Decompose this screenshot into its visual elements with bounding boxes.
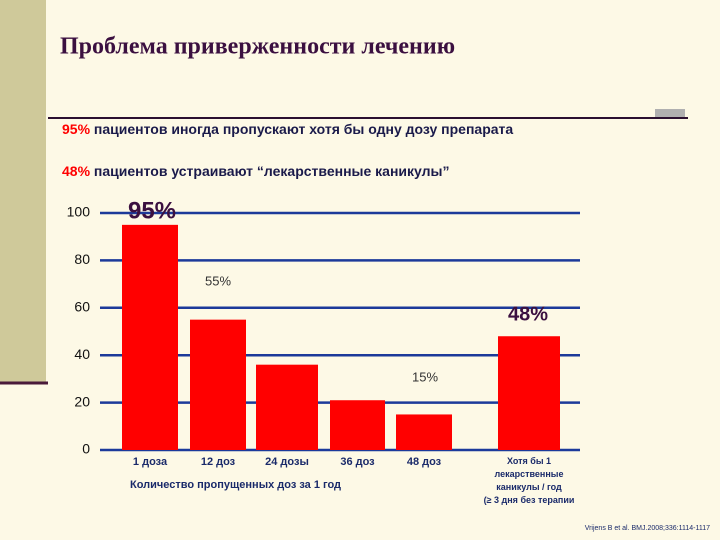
source: Vrijens B et al. BMJ.2008;336:1114-1117 bbox=[585, 525, 710, 532]
bar bbox=[396, 414, 452, 450]
data-label: 55% bbox=[205, 273, 231, 288]
x-tick-label: Хотя бы 1 лекарственные каникулы / год (≥ 3… bbox=[484, 456, 575, 505]
x-tick-label: 48 доз bbox=[407, 456, 442, 468]
x-axis-label: Количество пропущенных доз за 1 год bbox=[130, 479, 341, 491]
title: Проблема приверженности лечению bbox=[60, 34, 455, 60]
data-label: 95% bbox=[128, 197, 176, 224]
y-tick-label: 100 bbox=[67, 204, 91, 220]
y-tick-label: 0 bbox=[82, 441, 90, 457]
note-highlight: 95% bbox=[62, 121, 91, 137]
note: 95% пациентов иногда пропускают хотя бы … bbox=[62, 121, 513, 137]
note: 48% пациентов устраивают “лекарственные … bbox=[62, 163, 449, 179]
note-highlight: 48% bbox=[62, 163, 91, 179]
note-text: пациентов устраивают “лекарственные кани… bbox=[90, 163, 449, 179]
data-label: 15% bbox=[412, 369, 438, 384]
y-tick-label: 40 bbox=[74, 346, 90, 362]
bar bbox=[330, 400, 385, 450]
bar bbox=[498, 336, 560, 450]
y-tick-label: 80 bbox=[74, 251, 90, 267]
x-tick-line: (≥ 3 дня без терапии bbox=[484, 495, 575, 505]
x-tick-label: 12 доз bbox=[201, 456, 236, 468]
note-text: пациентов иногда пропускают хотя бы одну… bbox=[90, 121, 513, 137]
bar bbox=[190, 319, 246, 450]
y-tick-label: 60 bbox=[74, 299, 90, 315]
chart: 95% пациентов иногда пропускают хотя бы … bbox=[62, 121, 580, 505]
y-tick-label: 20 bbox=[74, 393, 90, 409]
rule-accent bbox=[655, 109, 685, 117]
x-tick-label: 36 доз bbox=[340, 456, 375, 468]
side-band bbox=[0, 0, 46, 384]
bar bbox=[122, 224, 178, 450]
bar bbox=[256, 364, 318, 450]
x-tick-line: Хотя бы 1 bbox=[507, 456, 551, 466]
x-tick-label: 1 доза bbox=[133, 456, 168, 468]
x-tick-line: каникулы / год bbox=[496, 482, 562, 492]
x-tick-label: 24 дозы bbox=[265, 456, 309, 468]
x-tick-line: лекарственные bbox=[494, 469, 563, 479]
data-label: 48% bbox=[508, 303, 548, 325]
